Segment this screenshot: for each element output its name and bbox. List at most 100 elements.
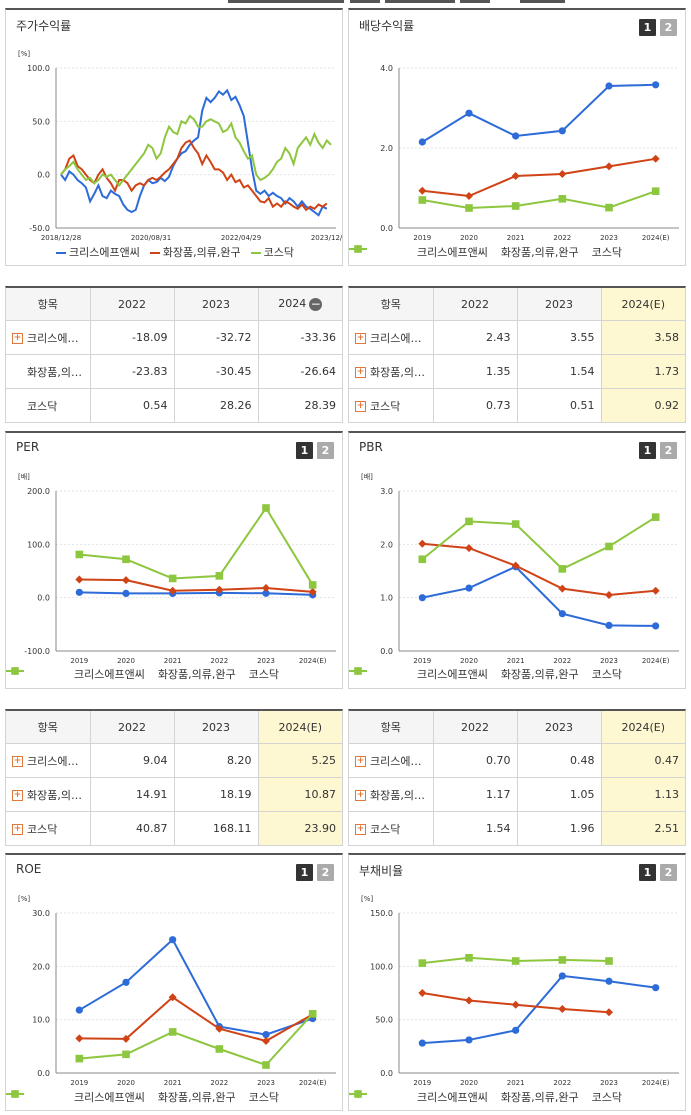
x-tick-label: 2024(E) xyxy=(299,1079,327,1087)
data-point xyxy=(169,936,177,944)
page-1-button[interactable]: 1 xyxy=(296,864,313,881)
expand-plus-icon[interactable]: + xyxy=(12,333,23,344)
page-2-button[interactable]: 2 xyxy=(317,864,334,881)
column-header: 2024(E) xyxy=(600,711,685,744)
data-point xyxy=(75,550,84,559)
page-1-button[interactable]: 1 xyxy=(296,442,313,459)
table-cell: 0.92 xyxy=(600,388,685,423)
x-tick-label: 2019 xyxy=(413,1079,431,1087)
column-header: 2023 xyxy=(516,711,601,744)
page-1-button[interactable]: 1 xyxy=(639,864,656,881)
dividend-yield-chart: 4.0 2.0 0.0 2019 2020 2021 2022 2023 2024(E) xyxy=(380,64,679,242)
page-2-button[interactable]: 2 xyxy=(660,864,677,881)
legend-item[interactable]: 코스닥 xyxy=(349,244,623,260)
legend-item[interactable]: 화장품,의류,완구 xyxy=(6,666,236,682)
legend-item[interactable]: 크리스에프앤씨 xyxy=(6,666,145,682)
row-label: + 화장품,의… xyxy=(6,777,90,812)
expand-plus-icon[interactable]: + xyxy=(355,333,366,344)
series-line xyxy=(79,578,313,593)
x-tick-label: 2020 xyxy=(117,657,135,665)
legend-item[interactable]: 화장품,의류,완구 xyxy=(349,1089,579,1105)
legend-label: 화장품,의류,완구 xyxy=(500,246,579,259)
expand-plus-icon[interactable]: + xyxy=(12,824,23,835)
data-point xyxy=(418,594,426,602)
data-point xyxy=(168,993,177,1002)
x-tick-label: 2020 xyxy=(460,234,478,242)
data-point xyxy=(262,589,270,597)
data-point xyxy=(511,1000,520,1009)
x-tick-label: 2024(E) xyxy=(642,1079,670,1087)
legend-item[interactable]: 크리스에프앤씨 xyxy=(55,244,140,260)
data-point xyxy=(122,1034,130,1043)
page-2-button[interactable]: 2 xyxy=(660,19,677,36)
legend-item[interactable]: 크리스에프앤씨 xyxy=(349,244,488,260)
panel-title: 부채비율 xyxy=(359,864,404,878)
legend-item[interactable]: 코스닥 xyxy=(250,244,294,260)
legend-item[interactable]: 화장품,의류,완구 xyxy=(349,666,579,682)
expand-plus-icon[interactable]: + xyxy=(355,401,366,412)
legend-item[interactable]: 화장품,의류,완구 xyxy=(6,1089,236,1105)
legend-item[interactable]: 크리스에프앤씨 xyxy=(6,1089,145,1105)
legend-item[interactable]: 크리스에프앤씨 xyxy=(349,1089,488,1105)
x-tick-label: 2020 xyxy=(460,657,478,665)
expand-plus-icon[interactable]: + xyxy=(355,824,366,835)
y-tick-label: 1.0 xyxy=(380,594,393,603)
data-point xyxy=(168,574,177,583)
data-point xyxy=(75,1006,83,1014)
y-tick-label: 100.0 xyxy=(27,540,50,549)
expand-plus-icon[interactable]: + xyxy=(12,790,23,801)
series-line xyxy=(422,157,656,198)
per-chart: [배] 200.0 100.0 0.0 -100.0 2019 2020 2021 2022 20… xyxy=(18,472,336,665)
legend-label: 코스닥 xyxy=(591,246,623,259)
collapse-icon[interactable]: − xyxy=(309,296,323,311)
page-1-button[interactable]: 1 xyxy=(639,19,656,36)
legend-item[interactable]: 화장품,의류,완구 xyxy=(349,244,579,260)
column-header: 항목 xyxy=(6,288,90,321)
column-header: 항목 xyxy=(349,711,433,744)
legend-item[interactable]: 코스닥 xyxy=(349,666,622,682)
legend-item[interactable]: 코스닥 xyxy=(6,1089,280,1105)
data-point xyxy=(651,586,660,595)
expand-plus-icon[interactable]: + xyxy=(355,790,366,801)
y-tick-label: 30.0 xyxy=(32,909,50,918)
page-1-button[interactable]: 1 xyxy=(639,442,656,459)
x-tick-label: 2019 xyxy=(70,657,88,665)
data-point xyxy=(418,186,427,195)
data-point xyxy=(465,517,473,526)
data-point xyxy=(465,584,473,592)
data-point xyxy=(511,172,520,180)
data-point xyxy=(262,1031,270,1039)
y-tick-label: 200.0 xyxy=(27,487,50,496)
legend-item[interactable]: 코스닥 xyxy=(349,1089,622,1105)
expand-plus-icon[interactable]: + xyxy=(355,756,366,767)
table-row: 코스닥 0.54 28.26 28.39 xyxy=(6,388,342,423)
legend-label: 코스닥 xyxy=(248,1091,280,1104)
data-point xyxy=(605,621,613,629)
table-cell: 1.17 xyxy=(432,777,517,812)
data-point xyxy=(558,972,566,980)
data-point xyxy=(605,542,613,551)
x-tick-label: 2022 xyxy=(553,657,571,665)
y-unit-label: [배] xyxy=(18,472,30,481)
pbr-chart: [배] 3.0 2.0 1.0 0.0 2019 2020 2021 2022 2023 2024(… xyxy=(361,472,679,665)
table-cell: 8.20 xyxy=(173,743,258,778)
y-tick-label: 150.0 xyxy=(370,909,393,918)
expand-plus-icon[interactable]: + xyxy=(355,367,366,378)
table-row: + 코스닥 40.87 168.11 23.90 xyxy=(6,811,342,846)
legend-line-icon xyxy=(250,252,261,254)
page-2-button[interactable]: 2 xyxy=(660,442,677,459)
y-unit-label: [배] xyxy=(361,472,373,481)
legend-item[interactable]: 화장품,의류,완구 xyxy=(149,244,241,260)
table-cell: 0.51 xyxy=(516,388,601,423)
legend-label: 크리스에프앤씨 xyxy=(416,668,488,681)
legend-item[interactable]: 코스닥 xyxy=(6,666,279,682)
series-line xyxy=(422,190,656,210)
expand-plus-icon[interactable]: + xyxy=(12,756,23,767)
data-point xyxy=(75,588,83,596)
page-2-button[interactable]: 2 xyxy=(317,442,334,459)
series-line xyxy=(422,565,656,627)
data-point xyxy=(558,565,567,573)
legend-item[interactable]: 크리스에프앤씨 xyxy=(349,666,488,682)
